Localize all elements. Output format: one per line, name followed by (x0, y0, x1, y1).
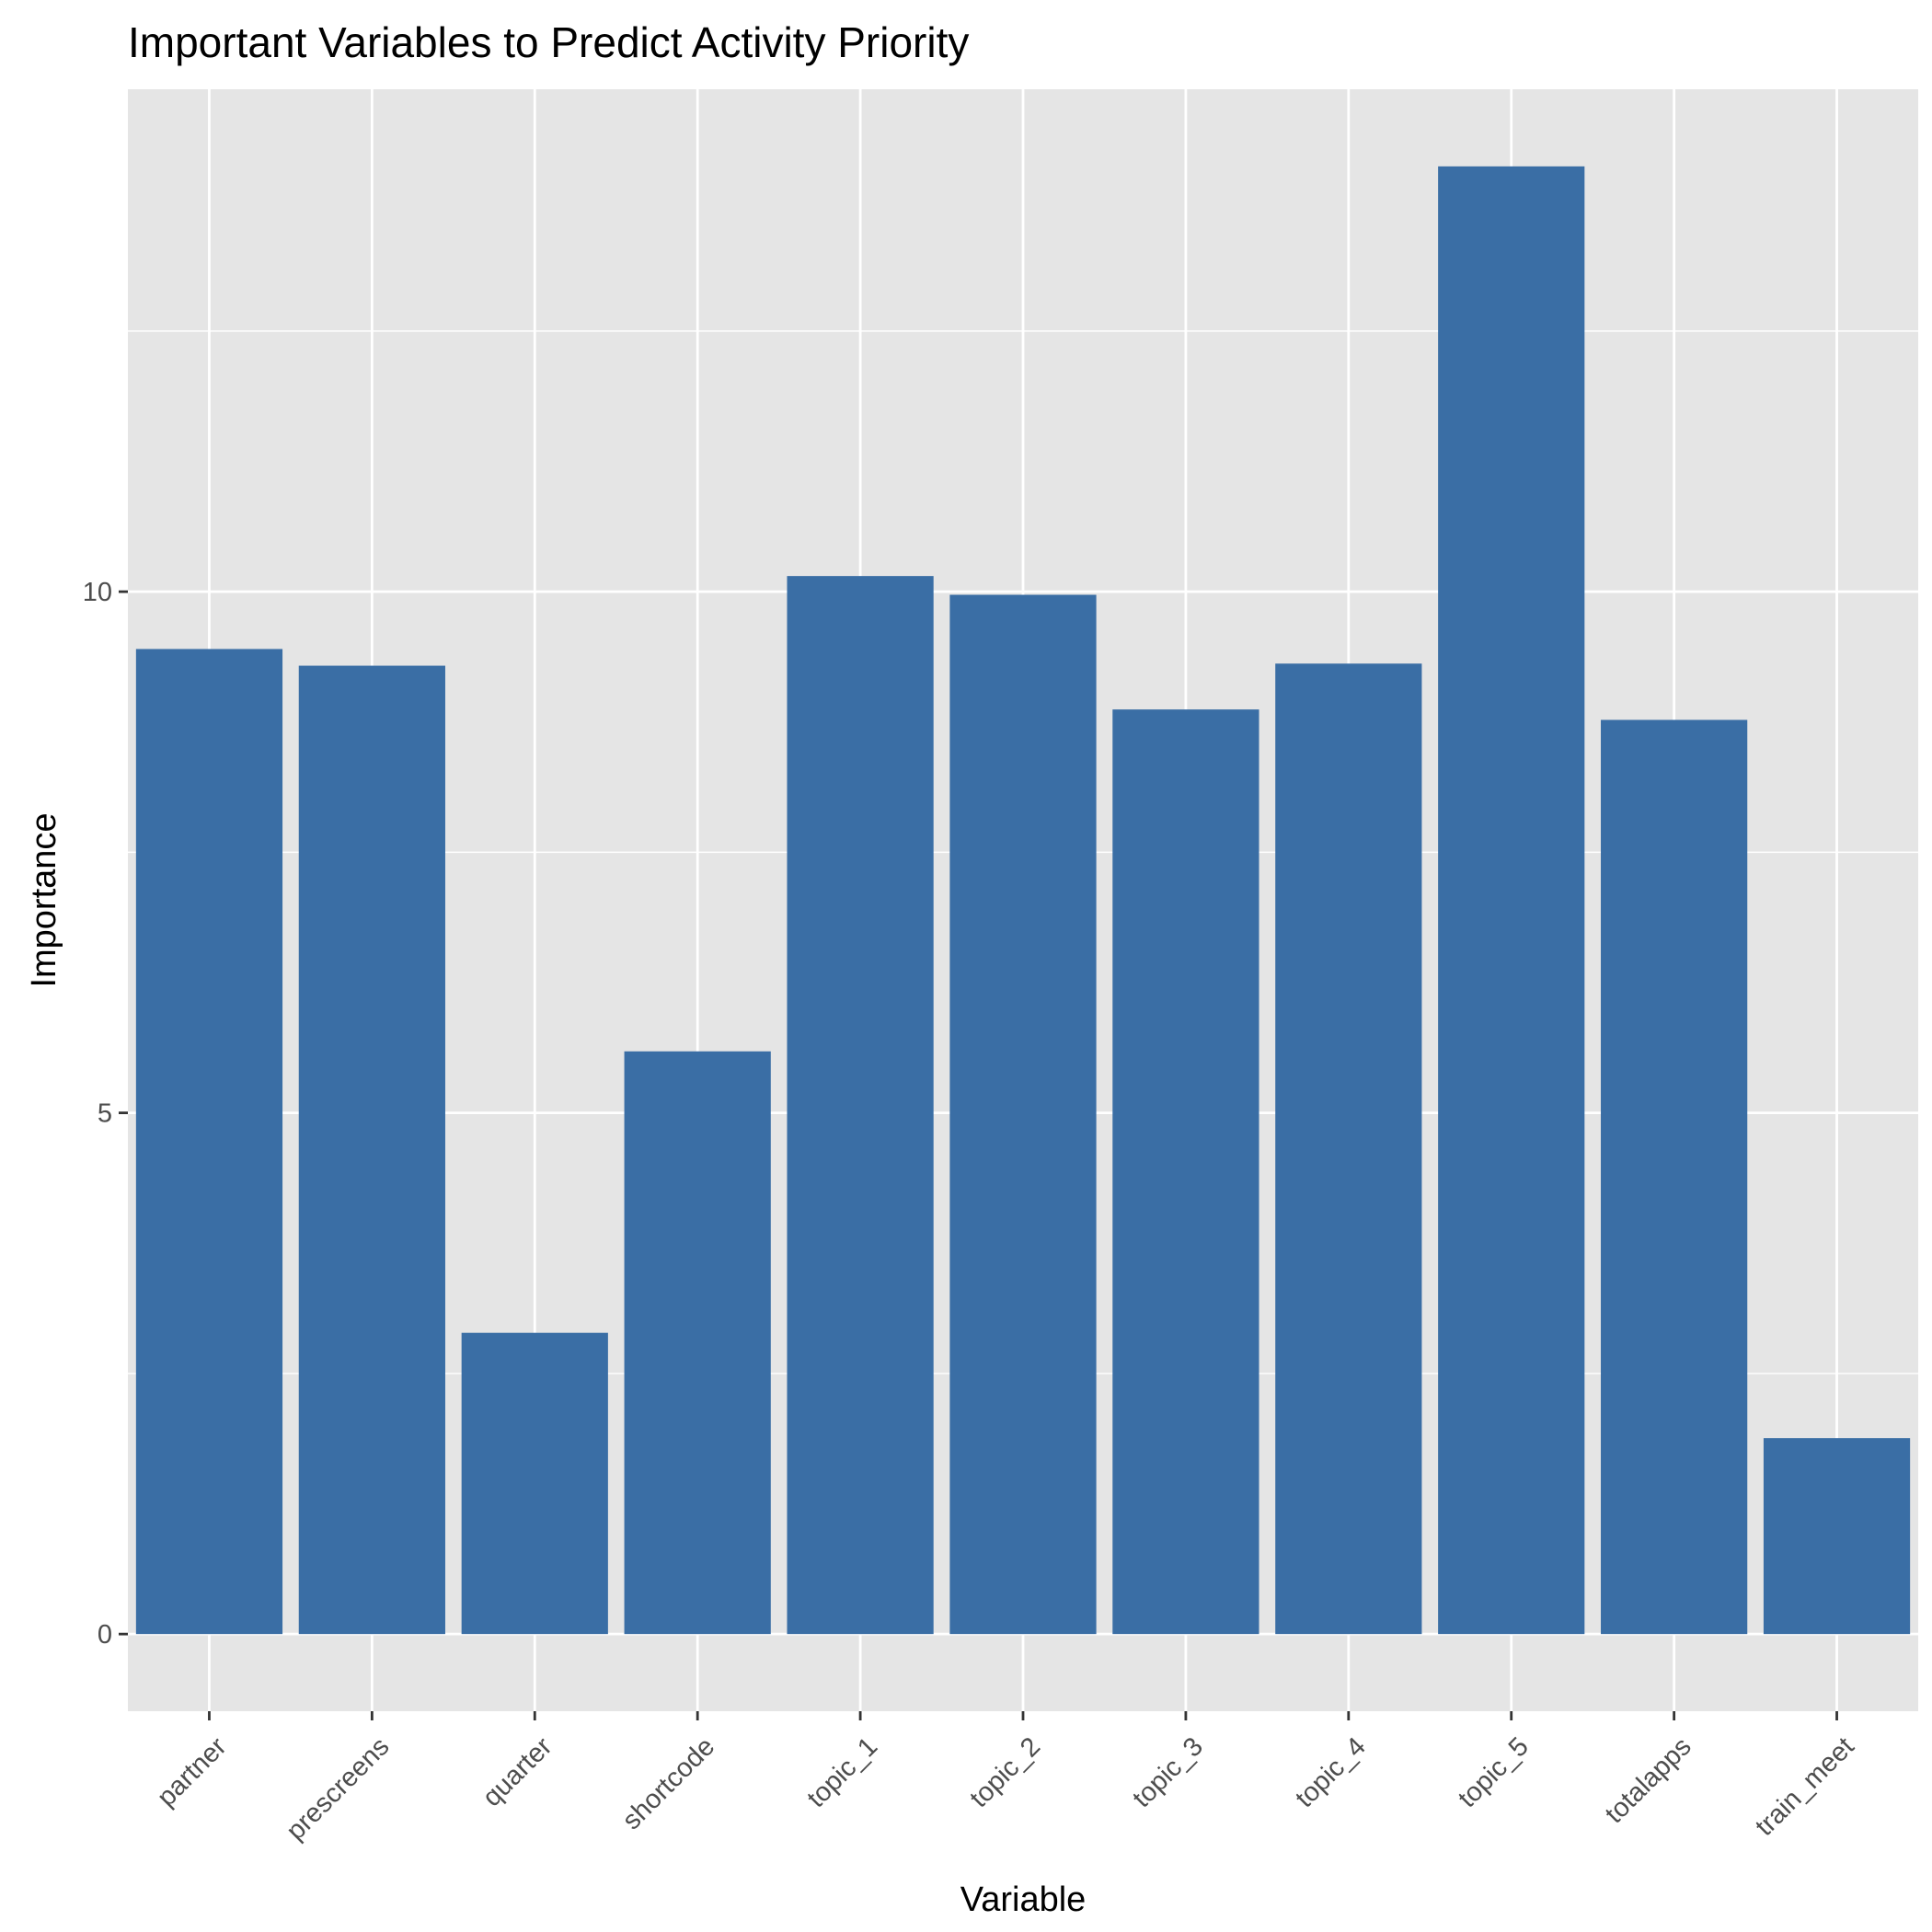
bar-topic_4 (1275, 663, 1422, 1635)
y-axis: 0 5 10 (83, 578, 128, 1650)
x-tick-label: topic_3 (1127, 1731, 1209, 1813)
bars (135, 166, 1911, 1635)
x-axis: partner prescreens quarter shortcode topic_1… (152, 1711, 1860, 1846)
x-tick-label: topic_1 (801, 1731, 883, 1813)
bar-topic_1 (787, 576, 934, 1635)
bar-quarter (461, 1332, 608, 1635)
x-tick-label: prescreens (281, 1731, 395, 1846)
x-axis-title: Variable (960, 1880, 1087, 1919)
y-tick-label: 0 (98, 1620, 112, 1650)
x-tick-label: topic_4 (1290, 1731, 1372, 1813)
bar-partner (135, 649, 283, 1635)
y-tick-label: 5 (98, 1099, 112, 1129)
x-tick-label: train_meet (1750, 1731, 1860, 1842)
bar-train_meet (1763, 1438, 1911, 1635)
x-tick-label: quarter (477, 1731, 558, 1812)
x-tick-label: shortcode (617, 1731, 721, 1835)
x-tick-label: topic_2 (964, 1731, 1046, 1813)
bar-topic_5 (1438, 166, 1585, 1635)
bar-prescreens (298, 665, 445, 1635)
y-tick-label: 10 (83, 578, 112, 607)
y-axis-title: Importance (25, 812, 63, 987)
x-tick-label: topic_5 (1453, 1731, 1535, 1813)
bar-shortcode (624, 1051, 771, 1635)
chart-title: Important Variables to Predict Activity … (128, 18, 969, 66)
x-tick-label: partner (152, 1731, 233, 1812)
bar-topic_3 (1112, 709, 1259, 1635)
bar-totalapps (1601, 719, 1748, 1635)
x-tick-label: totalapps (1600, 1731, 1697, 1829)
bar-topic_2 (949, 594, 1097, 1635)
